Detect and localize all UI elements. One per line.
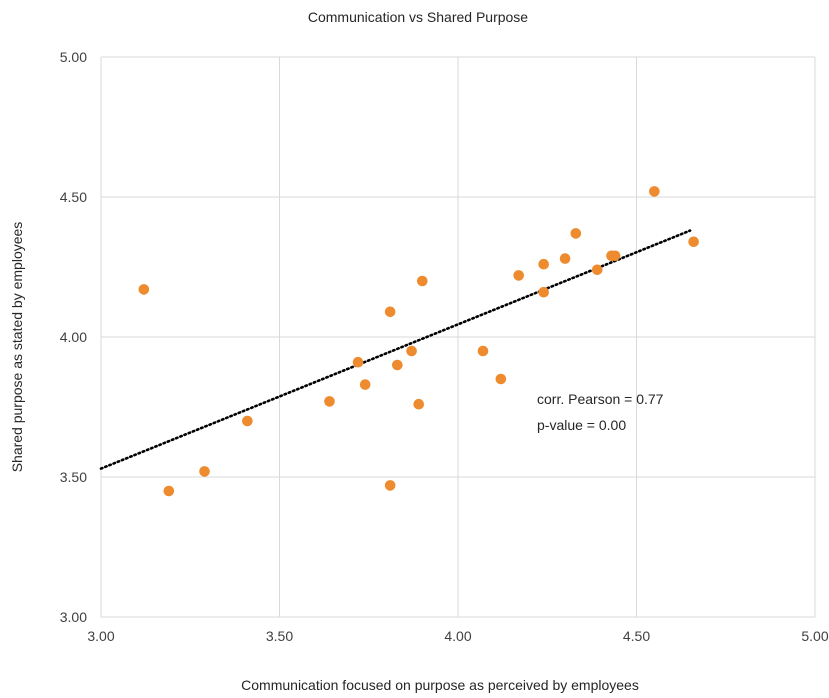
x-axis-title: Communication focused on purpose as perc… [241, 677, 639, 693]
data-point [688, 236, 699, 248]
data-point [324, 396, 335, 407]
data-point [591, 264, 603, 276]
data-point [406, 345, 417, 357]
data-point [570, 228, 582, 239]
data-point [163, 485, 175, 497]
chart-title: Communication vs Shared Purpose [308, 9, 528, 25]
trendline [99, 229, 692, 470]
y-tick-label: 5.00 [60, 49, 87, 65]
data-point [538, 258, 549, 270]
data-point [513, 270, 524, 281]
data-point [477, 345, 489, 357]
data-point [138, 284, 150, 295]
y-tick-label: 3.00 [60, 609, 87, 625]
x-tick-label: 3.00 [87, 628, 114, 644]
data-point [417, 275, 428, 287]
pearson-annotation: corr. Pearson = 0.77 [537, 391, 664, 407]
trendline-group [99, 229, 692, 470]
x-tick-label: 4.50 [623, 628, 650, 644]
gridlines [100, 56, 816, 618]
data-point [538, 286, 549, 298]
data-point [352, 356, 364, 368]
data-point [495, 373, 507, 385]
x-tick-label: 4.00 [444, 628, 471, 644]
y-tick-label: 4.50 [60, 189, 87, 205]
y-axis-title: Shared purpose as stated by employees [9, 222, 25, 473]
data-points [138, 186, 699, 497]
y-tick-label: 3.50 [60, 469, 87, 485]
data-point [413, 398, 425, 410]
y-tick-label: 4.00 [60, 329, 87, 345]
data-point [359, 379, 371, 390]
data-point [384, 306, 396, 318]
data-point [609, 250, 621, 262]
x-tick-label: 5.00 [801, 628, 828, 644]
data-point [199, 466, 210, 477]
tick-labels: 3.00 3.50 4.00 4.50 5.00 3.00 3.50 4.00 4.50 5.00 [60, 49, 829, 644]
data-point [242, 415, 253, 427]
pvalue-annotation: p-value = 0.00 [537, 417, 626, 433]
data-point [559, 253, 571, 264]
data-point [649, 186, 660, 197]
x-tick-label: 3.50 [266, 628, 293, 644]
data-point [384, 480, 396, 491]
data-point [392, 359, 403, 371]
